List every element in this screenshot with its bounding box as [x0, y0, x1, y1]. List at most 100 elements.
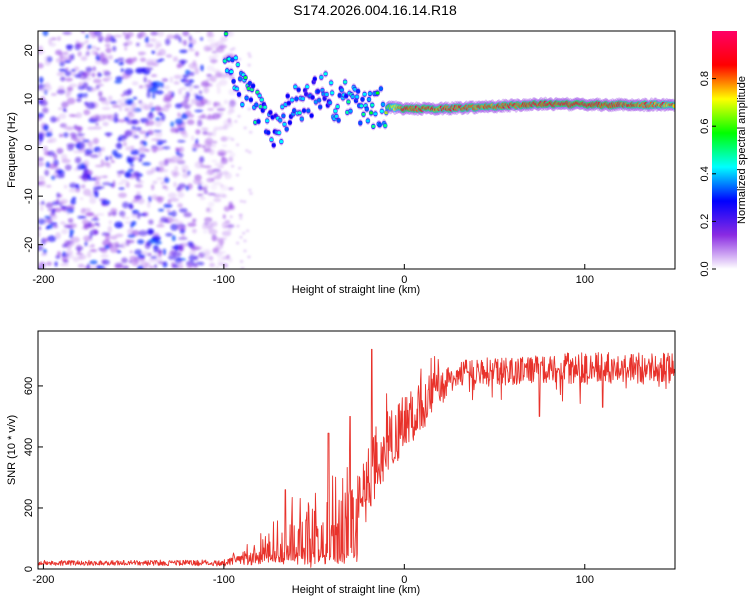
noise-blob	[124, 47, 128, 51]
noise-blob	[221, 144, 228, 148]
noise-blob	[138, 100, 143, 104]
noise-blob	[50, 213, 58, 220]
signal-core	[234, 56, 238, 60]
noise-blob	[172, 56, 179, 62]
noise-blob	[114, 241, 120, 246]
signal-core	[317, 98, 321, 102]
noise-blob	[173, 74, 182, 80]
noise-blob	[110, 160, 115, 163]
noise-blob	[79, 197, 84, 200]
noise-blob	[65, 44, 74, 49]
noise-blob	[50, 116, 57, 123]
noise-blob	[211, 236, 219, 241]
noise-blob	[128, 168, 134, 173]
noise-blob	[50, 37, 57, 41]
x-tick-label: -200	[32, 274, 54, 286]
signal-core	[314, 100, 318, 104]
noise-blob	[83, 109, 91, 116]
noise-blob	[220, 36, 228, 43]
signal-core	[304, 92, 309, 96]
noise-blob	[236, 224, 240, 228]
noise-blob	[55, 232, 61, 240]
noise-blob	[146, 170, 154, 176]
x-tick-label: -200	[32, 574, 54, 586]
noise-blob	[207, 225, 214, 232]
noise-blob	[60, 221, 66, 225]
colorbar-ticks: 0.0 0.2 0.4 0.6 0.8	[699, 71, 716, 277]
noise-blob	[177, 112, 181, 118]
noise-blob	[192, 228, 197, 234]
noise-blob	[153, 130, 162, 133]
noise-blob	[172, 218, 179, 223]
noise-blob	[110, 235, 118, 240]
noise-blob	[62, 102, 71, 106]
noise-blob	[143, 84, 152, 90]
signal-core	[260, 98, 264, 102]
noise-blob	[62, 243, 68, 248]
noise-blob	[82, 139, 90, 143]
noise-blob	[172, 251, 182, 258]
noise-blob	[154, 240, 162, 245]
signal-core	[258, 105, 263, 109]
noise-blob	[227, 224, 235, 228]
noise-blob	[218, 237, 227, 240]
noise-blob	[38, 226, 42, 231]
noise-blob	[65, 77, 73, 82]
noise-blob	[225, 136, 233, 141]
signal-core	[277, 131, 281, 135]
noise-blob	[77, 263, 85, 268]
noise-blob	[88, 193, 94, 198]
noise-blob	[216, 107, 226, 112]
noise-blob	[138, 230, 148, 237]
noise-blob	[65, 126, 74, 131]
noise-blob	[50, 93, 58, 96]
noise-blob	[146, 228, 154, 235]
noise-blob	[165, 232, 173, 237]
signal-core	[251, 84, 255, 88]
spectrogram-y-ticks: -20 -10 0 10 20	[23, 44, 43, 253]
noise-blob	[203, 165, 212, 169]
noise-blob	[217, 257, 224, 264]
noise-blob	[124, 172, 133, 178]
noise-blob	[68, 54, 73, 62]
noise-blob	[156, 52, 162, 57]
noise-blob	[45, 161, 51, 168]
noise-blob	[70, 198, 76, 205]
noise-blob	[76, 97, 82, 103]
noise-blob	[237, 115, 241, 118]
noise-blob	[98, 91, 103, 98]
noise-blob	[64, 60, 72, 64]
noise-blob	[154, 131, 163, 138]
noise-blob	[88, 266, 98, 269]
noise-blob	[206, 78, 213, 81]
signal-core	[359, 104, 364, 108]
noise-blob	[194, 161, 203, 169]
noise-blob	[195, 246, 203, 250]
noise-blob	[108, 211, 112, 217]
noise-blob	[42, 145, 48, 152]
signal-core	[340, 88, 344, 92]
signal-core	[285, 94, 290, 98]
noise-blob	[151, 138, 159, 141]
noise-blob	[170, 121, 175, 128]
noise-blob	[178, 128, 185, 131]
noise-blob	[121, 98, 129, 101]
noise-blob	[102, 121, 109, 127]
noise-blob	[76, 133, 85, 137]
noise-blob	[247, 52, 251, 55]
noise-blob	[165, 103, 172, 108]
noise-blob	[107, 225, 113, 233]
noise-blob	[232, 47, 236, 50]
noise-blob	[84, 53, 90, 57]
signal-core	[368, 92, 372, 96]
signal-core	[334, 114, 339, 118]
signal-core	[330, 91, 334, 95]
noise-blob	[152, 92, 156, 99]
noise-blob	[170, 223, 179, 231]
noise-blob	[74, 138, 81, 143]
noise-blob	[181, 164, 189, 172]
noise-blob	[128, 111, 133, 115]
noise-blob	[177, 192, 185, 198]
noise-blob	[178, 183, 187, 189]
noise-blob	[178, 245, 185, 253]
